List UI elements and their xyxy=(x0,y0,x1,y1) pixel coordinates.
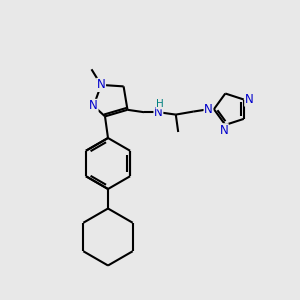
Text: N: N xyxy=(245,93,254,106)
Text: N: N xyxy=(97,78,106,92)
Text: N: N xyxy=(89,99,98,112)
Text: N: N xyxy=(154,106,163,119)
Text: N: N xyxy=(219,124,228,137)
Text: H: H xyxy=(156,99,164,109)
Text: N: N xyxy=(204,103,213,116)
